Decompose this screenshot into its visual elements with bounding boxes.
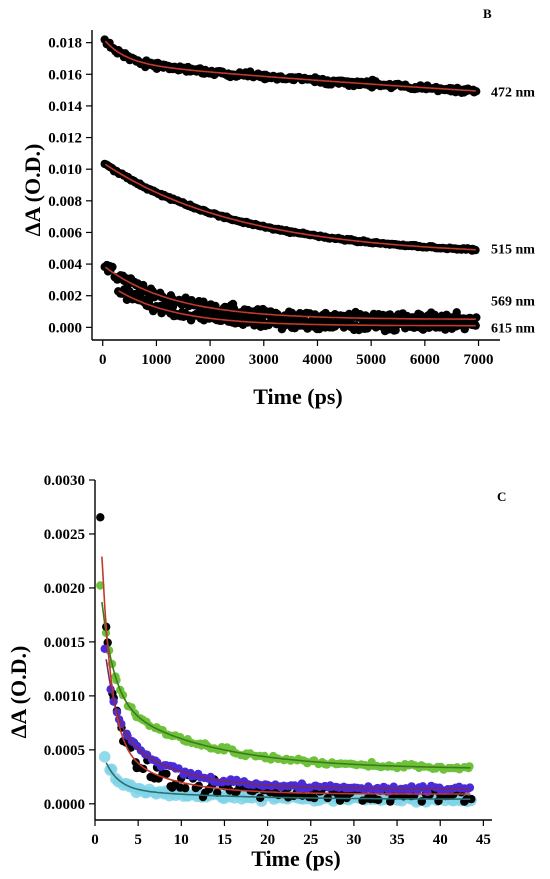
y-tick-label: 0.0030 [44,473,85,489]
data-point [168,302,178,311]
y-tick-label: 0.0015 [44,635,85,651]
data-point [472,313,481,322]
series-label: 515 nm [491,242,535,257]
x-tick-label: 3000 [249,352,279,368]
panel-b-series-labels: 472 nm 515 nm 569 nm 615 nm [491,86,535,337]
x-tick-label: 0 [99,352,107,368]
y-tick-label: 0.0010 [44,689,85,705]
y-tick-label: 0.0020 [44,581,85,597]
data-point [472,87,481,96]
x-tick-label: 4000 [302,352,332,368]
x-tick-label: 0 [91,832,99,848]
data-point [98,751,111,763]
panel-c-label: C [497,489,506,504]
fit-line [105,659,471,790]
x-tick-label: 10 [174,832,189,848]
x-tick-label: 6000 [410,352,440,368]
fit-line [101,556,471,795]
panel-c-y-axis-title: ΔA (O.D.) [6,646,31,739]
y-tick-label: 0.0005 [44,743,85,759]
x-tick-label: 25 [303,832,318,848]
data-point [127,703,136,712]
x-tick-label: 30 [346,832,361,848]
data-point [162,769,171,779]
x-tick-label: 5 [134,832,142,848]
series-label: 615 nm [491,321,535,336]
data-point [181,784,190,793]
fit-line [101,601,471,769]
y-tick-label: 0.0000 [44,797,85,813]
panel-c-x-axis-title: Time (ps) [251,846,340,871]
panel-c-x-ticks: 0 5 10 15 20 25 30 35 40 45 [91,820,491,848]
panel-c-data-points [96,513,477,808]
y-tick-label: 0.006 [48,225,82,241]
data-point [108,262,117,272]
data-point [465,783,475,792]
panel-b-x-ticks: 0 1000 2000 3000 4000 5000 6000 7000 [99,340,494,368]
y-tick-label: 0.016 [48,67,82,83]
x-tick-label: 35 [390,832,405,848]
data-point [374,795,383,805]
series-label: 472 nm [491,86,535,101]
x-tick-label: 5000 [356,352,386,368]
panel-c-axes [94,480,492,821]
fit-line [118,290,476,327]
x-tick-label: 45 [476,832,491,848]
panel-b-label: B [483,6,492,21]
x-tick-label: 2000 [195,352,225,368]
panel-b-data-points [100,35,481,336]
y-tick-label: 0.000 [48,320,82,336]
panel-b-axes [91,30,500,341]
series-label: 569 nm [491,294,535,309]
panel-b-y-axis-title: ΔA (O.D.) [20,144,45,237]
x-tick-label: 7000 [464,352,494,368]
panel-c-chart: 0.0000 0.0005 0.0010 0.0015 0.0020 0.0025 0.00… [6,473,506,871]
y-tick-label: 0.0025 [44,527,85,543]
y-tick-label: 0.012 [48,131,82,147]
panel-c-y-ticks: 0.0000 0.0005 0.0010 0.0015 0.0020 0.0025 0.00… [44,473,95,813]
panel-b-x-axis-title: Time (ps) [253,384,342,409]
panel-b-fit-lines [104,40,476,327]
y-tick-label: 0.002 [48,289,82,305]
data-point [467,794,476,804]
data-point [199,297,208,306]
y-tick-label: 0.018 [48,36,82,52]
x-tick-label: 15 [217,832,232,848]
data-point [465,762,474,771]
x-tick-label: 1000 [141,352,171,368]
panel-b-chart: 0.000 0.002 0.004 0.006 0.008 0.010 0.012 0.014… [20,6,535,409]
data-point [213,788,222,797]
y-tick-label: 0.014 [48,99,82,115]
panel-c-fit-lines [101,556,471,800]
x-tick-label: 40 [433,832,448,848]
data-point [96,513,105,522]
fit-line [104,266,476,320]
panel-b-y-ticks: 0.000 0.002 0.004 0.006 0.008 0.010 0.012 0.014… [48,36,92,336]
y-tick-label: 0.008 [48,194,82,210]
data-point [96,581,105,590]
y-tick-label: 0.004 [48,257,82,273]
fit-line [104,40,476,92]
fit-line [105,762,471,800]
y-tick-label: 0.010 [48,162,82,178]
fit-line [104,163,476,251]
data-point [100,644,109,653]
x-tick-label: 20 [260,832,275,848]
